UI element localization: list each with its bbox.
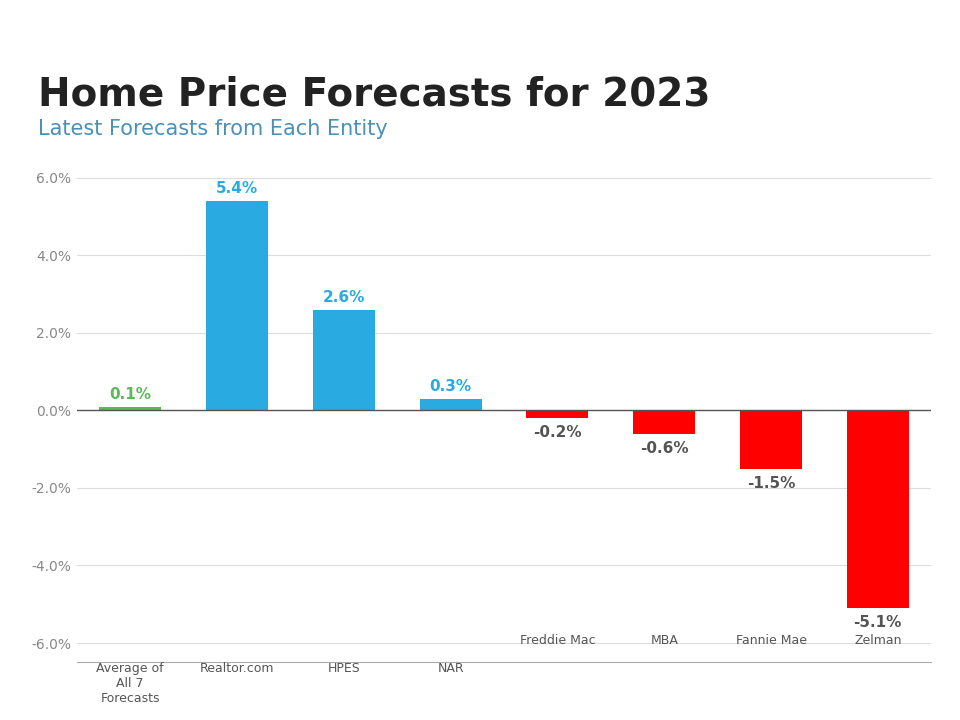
Text: -5.1%: -5.1% [853,615,902,630]
Text: Zelman: Zelman [854,634,901,647]
Bar [420,399,482,410]
Text: MBA: MBA [650,634,678,647]
Text: Fannie Mae: Fannie Mae [735,634,806,647]
Text: 0.1%: 0.1% [109,387,151,402]
Text: 5.4%: 5.4% [216,181,258,197]
Bar [99,407,161,410]
Text: -0.2%: -0.2% [533,425,582,440]
Bar [847,410,909,608]
Text: NAR: NAR [438,662,464,675]
Bar [206,201,268,410]
Text: Realtor.com: Realtor.com [200,662,275,675]
Bar [740,410,802,469]
Bar [313,310,374,410]
Text: 2.6%: 2.6% [323,290,365,305]
Text: HPES: HPES [327,662,360,675]
Text: -1.5%: -1.5% [747,475,795,490]
Text: Average of
All 7
Forecasts: Average of All 7 Forecasts [96,662,164,706]
Text: Freddie Mac: Freddie Mac [519,634,595,647]
Text: Home Price Forecasts for 2023: Home Price Forecasts for 2023 [38,76,711,114]
Text: 0.3%: 0.3% [429,379,471,394]
Bar [526,410,588,418]
Text: -0.6%: -0.6% [640,441,688,456]
Bar [634,410,695,433]
Text: Latest Forecasts from Each Entity: Latest Forecasts from Each Entity [38,119,388,139]
